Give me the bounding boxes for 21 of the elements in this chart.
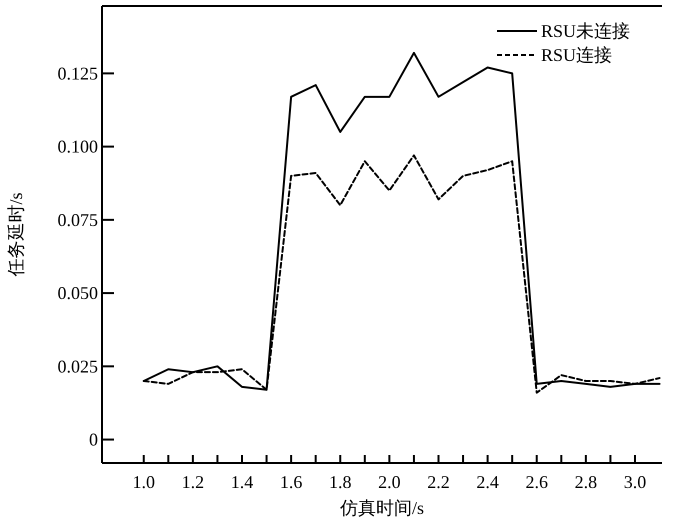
x-tick-label: 2.6 [525, 472, 548, 492]
y-tick-label: 0.025 [58, 356, 98, 376]
legend-label: RSU连接 [541, 45, 612, 65]
x-tick-label: 1.4 [230, 472, 254, 492]
y-tick-label: 0.050 [58, 283, 98, 304]
x-tick-label: 2.8 [574, 472, 598, 492]
y-tick-label: 0 [89, 430, 98, 450]
x-tick-label: 1.2 [182, 472, 204, 492]
x-axis-title: 仿真时间/s [338, 498, 424, 518]
x-tick-label: 3.0 [624, 472, 646, 492]
x-tick-label: 1.6 [280, 472, 302, 492]
x-tick-label: 2.4 [476, 472, 499, 492]
y-tick-label: 0.100 [58, 136, 98, 157]
x-tick-label: 1.8 [328, 472, 352, 492]
legend-label: RSU未连接 [541, 21, 630, 41]
y-tick-label: 0.125 [58, 63, 98, 84]
y-tick-label: 0.075 [58, 210, 98, 230]
y-axis-title: 任务延时/s [6, 192, 26, 278]
x-tick-label: 2.2 [427, 472, 450, 492]
x-tick-label: 2.0 [378, 472, 401, 492]
x-tick-label: 1.0 [132, 472, 156, 492]
